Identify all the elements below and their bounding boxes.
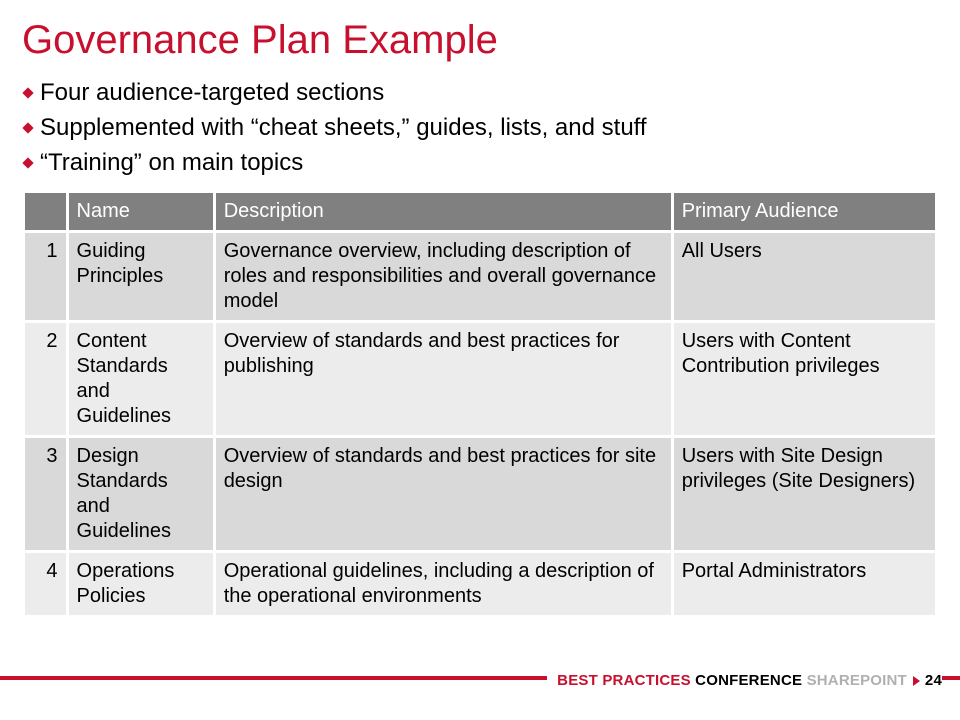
table-row: 4Operations PoliciesOperational guidelin… — [25, 553, 935, 615]
table-cell-desc: Governance overview, including descripti… — [216, 233, 671, 320]
table-cell-num: 2 — [25, 323, 66, 435]
table-header-cell — [25, 193, 66, 230]
table-cell-num: 4 — [25, 553, 66, 615]
table-cell-aud: Users with Content Contribution privileg… — [674, 323, 935, 435]
footer: BEST PRACTICES CONFERENCE SHAREPOINT 24 — [0, 672, 960, 702]
table-body: 1Guiding PrinciplesGovernance overview, … — [25, 233, 935, 615]
table-row: 3Design Standards and GuidelinesOverview… — [25, 438, 935, 550]
table-header-row: Name Description Primary Audience — [25, 193, 935, 230]
table-header-cell: Primary Audience — [674, 193, 935, 230]
table-cell-name: Operations Policies — [69, 553, 213, 615]
bullet-item: Four audience-targeted sections — [22, 76, 938, 111]
table-cell-aud: All Users — [674, 233, 935, 320]
slide: Governance Plan Example Four audience-ta… — [0, 0, 960, 720]
bullet-list: Four audience-targeted sections Suppleme… — [22, 76, 938, 180]
table-cell-aud: Portal Administrators — [674, 553, 935, 615]
chevron-right-icon — [913, 676, 920, 686]
table-cell-num: 1 — [25, 233, 66, 320]
table-cell-name: Content Standards and Guidelines — [69, 323, 213, 435]
table-cell-num: 3 — [25, 438, 66, 550]
footer-sharepoint: SHAREPOINT — [807, 672, 907, 689]
footer-page-number: 24 — [925, 672, 942, 689]
table-row: 2Content Standards and GuidelinesOvervie… — [25, 323, 935, 435]
table-row: 1Guiding PrinciplesGovernance overview, … — [25, 233, 935, 320]
table-cell-name: Guiding Principles — [69, 233, 213, 320]
slide-title: Governance Plan Example — [22, 18, 938, 62]
footer-conference: CONFERENCE — [691, 672, 802, 689]
footer-text: BEST PRACTICES CONFERENCE SHAREPOINT 24 — [547, 666, 942, 696]
bullet-item: “Training” on main topics — [22, 146, 938, 181]
table-header-cell: Description — [216, 193, 671, 230]
footer-best-practices: BEST PRACTICES — [557, 672, 691, 689]
governance-table: Name Description Primary Audience 1Guidi… — [22, 190, 938, 618]
bullet-item: Supplemented with “cheat sheets,” guides… — [22, 111, 938, 146]
table-cell-desc: Operational guidelines, including a desc… — [216, 553, 671, 615]
table-header-cell: Name — [69, 193, 213, 230]
table-cell-desc: Overview of standards and best practices… — [216, 438, 671, 550]
table-cell-desc: Overview of standards and best practices… — [216, 323, 671, 435]
table-cell-aud: Users with Site Design privileges (Site … — [674, 438, 935, 550]
table-cell-name: Design Standards and Guidelines — [69, 438, 213, 550]
